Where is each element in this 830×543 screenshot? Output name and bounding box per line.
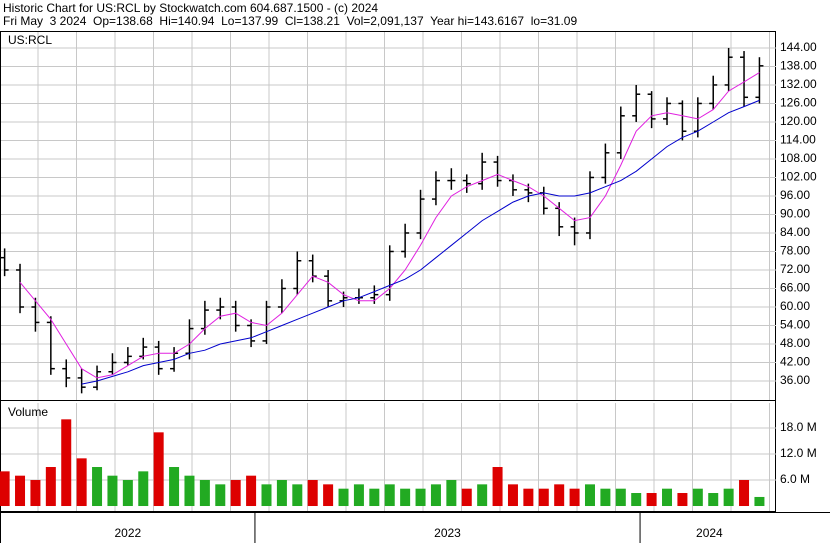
y-tick-label: 36.00 [780,373,810,387]
y-tick-label: 90.00 [780,207,810,221]
volume-bar [523,488,534,507]
volume-bar [477,484,488,507]
y-tick-label: 54.00 [780,318,810,332]
volume-bar [45,467,56,507]
y-tick-label: 108.00 [780,151,817,165]
volume-bar [723,488,734,507]
volume-bar [246,475,257,507]
volume-bar [230,480,241,507]
volume-bar [569,488,580,507]
volume-bar [600,488,611,507]
y-tick-label: 78.00 [780,244,810,258]
volume-bar [430,484,441,507]
volume-bar [646,493,657,507]
y2-tick-label: 12.0 M [780,446,817,460]
volume-bar [400,488,411,507]
volume-bar [615,488,626,507]
volume-bar [353,484,364,507]
volume-bar [30,480,41,507]
volume-bar [199,480,210,507]
y2-tick-label: 6.0 M [780,472,810,486]
y-tick-label: 126.00 [780,96,817,110]
y-tick-label: 72.00 [780,262,810,276]
volume-bar [122,480,133,507]
y2-tick-label: 18.0 M [780,420,817,434]
volume-bar [554,484,565,507]
volume-bar [184,475,195,507]
volume-bar [415,488,426,507]
y-tick-label: 60.00 [780,299,810,313]
volume-bar [276,480,287,507]
volume-bar [169,467,180,507]
volume-bar [15,475,26,507]
y-tick-label: 144.00 [780,40,817,54]
volume-bar [384,484,395,507]
chart-title: Historic Chart for US:RCL by Stockwatch.… [3,1,378,15]
x-tick-label: 2024 [696,526,723,540]
y-tick-label: 114.00 [780,133,816,147]
volume-bar [107,475,118,507]
volume-bar [507,484,518,507]
volume-bar [61,419,72,507]
y-tick-label: 84.00 [780,225,810,239]
y-tick-label: 48.00 [780,336,810,350]
y-tick-label: 102.00 [780,170,817,184]
volume-panel [0,400,776,512]
x-tick-label: 2023 [434,526,461,540]
volume-bar [323,484,334,507]
volume-bar [461,488,472,507]
y-tick-label: 138.00 [780,59,817,73]
volume-bar [446,480,457,507]
volume-bar [292,484,303,507]
symbol-label: US:RCL [8,33,52,47]
volume-bar [708,493,719,507]
volume-bar [369,488,380,507]
volume-bar [76,458,87,507]
moving-average-line [19,72,760,379]
volume-bar [92,467,103,507]
volume-bar [0,471,10,507]
y-tick-label: 132.00 [780,77,817,91]
volume-bar [307,480,318,507]
y-tick-label: 120.00 [780,114,817,128]
volume-bar [261,484,272,507]
volume-bar [584,484,595,507]
volume-bar [692,488,703,507]
volume-bar [754,496,765,507]
y-tick-label: 96.00 [780,188,810,202]
volume-bar [215,484,226,507]
moving-average-line [81,99,760,385]
volume-label: Volume [8,405,48,419]
chart-subtitle: Fri May 3 2024 Op=138.68 Hi=140.94 Lo=13… [3,14,577,28]
volume-bar [538,488,549,507]
volume-bar [739,480,750,507]
volume-bar [138,471,149,507]
y-tick-label: 66.00 [780,281,810,295]
volume-bar [677,493,688,507]
volume-bar [492,467,503,507]
volume-bar [153,432,164,507]
x-tick-label: 2022 [115,526,142,540]
volume-bar [338,488,349,507]
volume-bar [631,493,642,507]
y-tick-label: 42.00 [780,355,810,369]
volume-bar [662,488,673,507]
